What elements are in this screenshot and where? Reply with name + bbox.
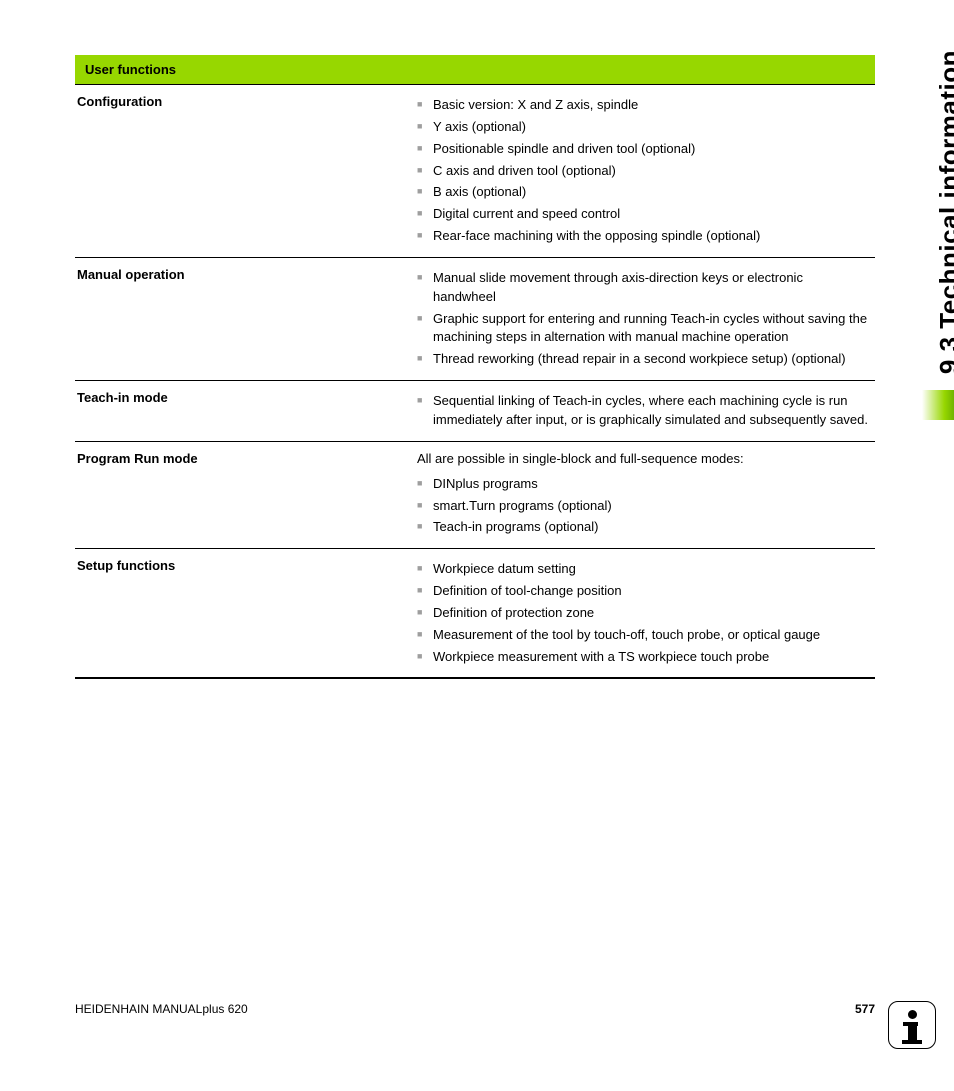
table-header-bar: User functions — [75, 55, 875, 85]
row-content: Sequential linking of Teach-in cycles, w… — [415, 381, 875, 442]
list-item: Workpiece measurement with a TS workpiec… — [417, 648, 869, 667]
bullet-list: DINplus programs smart.Turn programs (opt… — [417, 475, 869, 538]
list-item: Y axis (optional) — [417, 118, 869, 137]
row-label: Manual operation — [75, 257, 415, 380]
list-item: Measurement of the tool by touch-off, to… — [417, 626, 869, 645]
row-label: Program Run mode — [75, 441, 415, 548]
info-icon — [888, 1001, 936, 1049]
row-label: Configuration — [75, 85, 415, 257]
page: 9.3 Technical information User functions… — [0, 0, 954, 1091]
row-content: Workpiece datum setting Definition of too… — [415, 549, 875, 679]
footer-doc-title: HEIDENHAIN MANUALplus 620 — [75, 1002, 248, 1016]
list-item: Basic version: X and Z axis, spindle — [417, 96, 869, 115]
row-content: Manual slide movement through axis-direc… — [415, 257, 875, 380]
bullet-list: Sequential linking of Teach-in cycles, w… — [417, 392, 869, 430]
row-intro-text: All are possible in single-block and ful… — [417, 450, 869, 469]
list-item: Sequential linking of Teach-in cycles, w… — [417, 392, 869, 430]
list-item: Teach-in programs (optional) — [417, 518, 869, 537]
list-item: DINplus programs — [417, 475, 869, 494]
row-content: Basic version: X and Z axis, spindle Y ax… — [415, 85, 875, 257]
side-tab-decoration — [922, 390, 954, 420]
list-item: Definition of protection zone — [417, 604, 869, 623]
list-item: B axis (optional) — [417, 183, 869, 202]
list-item: Definition of tool-change position — [417, 582, 869, 601]
row-label: Teach-in mode — [75, 381, 415, 442]
footer-page-number: 577 — [855, 1002, 875, 1016]
row-label: Setup functions — [75, 549, 415, 679]
list-item: Workpiece datum setting — [417, 560, 869, 579]
list-item: Rear-face machining with the opposing sp… — [417, 227, 869, 246]
table-row: Program Run modeAll are possible in sing… — [75, 441, 875, 548]
table-row: Setup functionsWorkpiece datum setting De… — [75, 549, 875, 679]
bullet-list: Workpiece datum setting Definition of too… — [417, 560, 869, 666]
list-item: Positionable spindle and driven tool (op… — [417, 140, 869, 159]
row-content: All are possible in single-block and ful… — [415, 441, 875, 548]
list-item: Thread reworking (thread repair in a sec… — [417, 350, 869, 369]
list-item: C axis and driven tool (optional) — [417, 162, 869, 181]
spec-table: ConfigurationBasic version: X and Z axis… — [75, 85, 875, 679]
list-item: smart.Turn programs (optional) — [417, 497, 869, 516]
content-area: User functions ConfigurationBasic versio… — [75, 55, 875, 679]
table-row: Teach-in modeSequential linking of Teach… — [75, 381, 875, 442]
bullet-list: Manual slide movement through axis-direc… — [417, 269, 869, 369]
table-row: Manual operationManual slide movement th… — [75, 257, 875, 380]
list-item: Manual slide movement through axis-direc… — [417, 269, 869, 307]
table-row: ConfigurationBasic version: X and Z axis… — [75, 85, 875, 257]
bullet-list: Basic version: X and Z axis, spindle Y ax… — [417, 96, 869, 246]
page-footer: HEIDENHAIN MANUALplus 620 577 — [75, 1002, 875, 1016]
list-item: Digital current and speed control — [417, 205, 869, 224]
section-side-title: 9.3 Technical information — [934, 50, 954, 374]
list-item: Graphic support for entering and running… — [417, 310, 869, 348]
